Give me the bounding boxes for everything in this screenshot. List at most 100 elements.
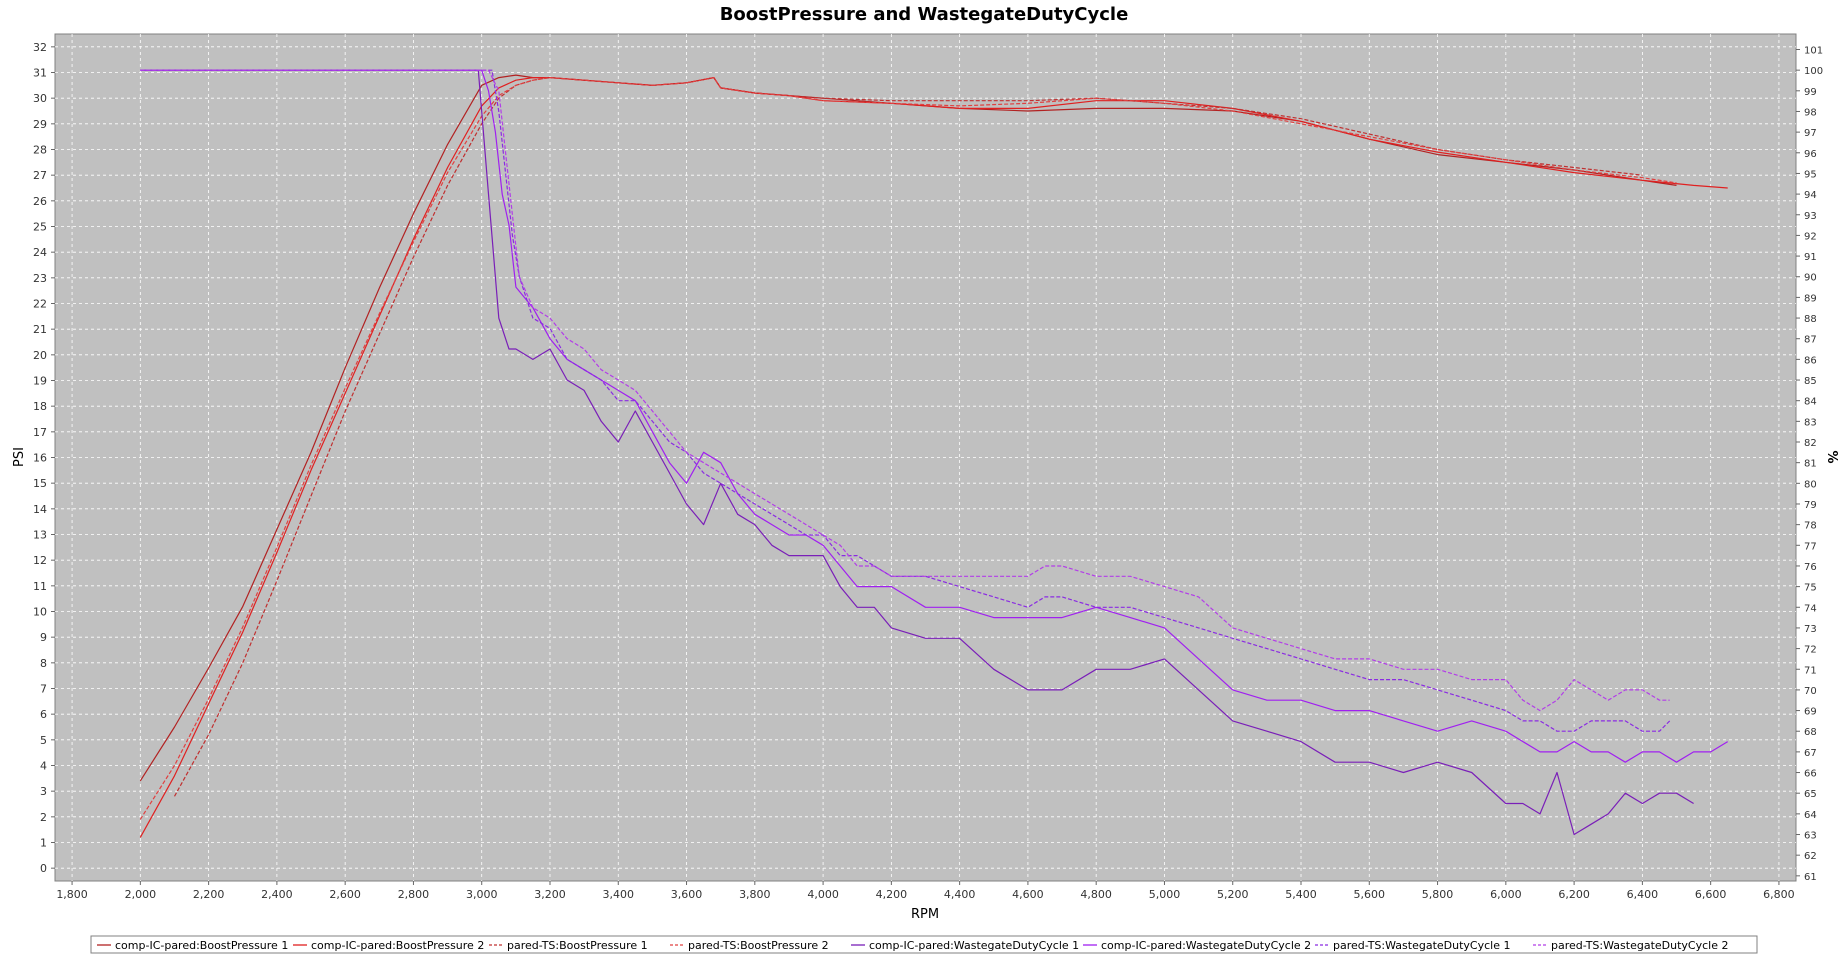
y-left-tick-label: 15 [33,477,47,490]
y-right-tick-label: 96 [1804,149,1817,160]
y-right-tick-label: 91 [1804,252,1817,263]
y-left-tick-label: 22 [33,298,47,311]
y-left-tick-label: 12 [33,554,47,567]
y-right-tick-label: 84 [1804,397,1817,408]
legend-item: pared-TS:WastegateDutyCycle 2 [1533,939,1728,952]
y-right-tick-label: 85 [1804,376,1817,387]
series-layer [139,69,1729,838]
y-left-tick-label: 1 [40,837,47,850]
y-left-tick-label: 14 [33,503,47,516]
y-right-tick-label: 87 [1804,335,1817,346]
y-left-tick-label: 24 [33,246,47,259]
legend-item: comp-IC-pared:WastegateDutyCycle 2 [1083,939,1311,952]
x-tick-label: 2,200 [193,888,225,901]
x-tick-label: 2,400 [261,888,293,901]
legend-box [90,935,1758,954]
y-right-tick-label: 64 [1804,810,1817,821]
y-left-tick-label: 13 [33,529,47,542]
y-right-tick-label: 89 [1804,293,1817,304]
y-left-tick-label: 30 [33,92,47,105]
y-left-tick-label: 16 [33,452,47,465]
y-right-tick-label: 61 [1804,872,1817,883]
y-right-tick-label: 76 [1804,562,1817,573]
x-tick-label: 3,400 [603,888,635,901]
y-left-tick-label: 17 [33,426,47,439]
y-right-tick-label: 68 [1804,727,1817,738]
y-left-tick-label: 2 [40,811,47,824]
y-left-tick-label: 31 [33,67,47,80]
y-right-tick-label: 75 [1804,583,1817,594]
y-right-tick-label: 95 [1804,169,1817,180]
legend-label: pared-TS:WastegateDutyCycle 2 [1551,939,1728,952]
x-tick-label: 3,800 [739,888,771,901]
legend-label: pared-TS:BoostPressure 2 [688,939,829,952]
y-right-tick-label: 100 [1804,66,1823,77]
x-tick-label: 4,400 [944,888,976,901]
series-line-6 [140,69,1729,763]
y-left-tick-label: 6 [40,708,47,721]
legend-item: pared-TS:WastegateDutyCycle 1 [1315,939,1510,952]
legend-item: pared-TS:BoostPressure 2 [670,939,829,952]
y-left-tick-label: 23 [33,272,47,285]
x-tick-label: 4,000 [807,888,839,901]
y-axis-left-label: PSI [12,447,27,467]
x-tick-label: 5,000 [1149,888,1181,901]
y-left-tick-label: 28 [33,144,47,157]
x-tick-label: 5,600 [1354,888,1386,901]
x-tick-label: 3,600 [671,888,703,901]
y-right-tick-label: 79 [1804,500,1817,511]
y-axis-left: 0123456789101112131415161718192021222324… [33,41,55,875]
y-right-tick-label: 88 [1804,314,1817,325]
y-right-tick-label: 86 [1804,355,1817,366]
y-left-tick-label: 27 [33,169,47,182]
legend-label: pared-TS:BoostPressure 1 [507,939,648,952]
y-axis-right-label: % [1824,450,1839,463]
y-right-tick-label: 77 [1804,541,1817,552]
x-tick-label: 4,800 [1080,888,1112,901]
y-right-tick-label: 83 [1804,417,1817,428]
x-tick-label: 1,800 [56,888,88,901]
legend-label: comp-IC-pared:BoostPressure 2 [311,939,484,952]
x-tick-label: 5,200 [1217,888,1249,901]
x-tick-label: 3,200 [534,888,566,901]
y-right-tick-label: 63 [1804,831,1817,842]
y-right-tick-label: 81 [1804,459,1817,470]
grid-lines [55,34,1796,881]
y-left-tick-label: 8 [40,657,47,670]
y-right-tick-label: 62 [1804,851,1817,862]
y-right-tick-label: 98 [1804,107,1817,118]
y-right-tick-label: 92 [1804,231,1817,242]
x-tick-label: 2,600 [329,888,361,901]
x-tick-label: 2,000 [125,888,157,901]
x-tick-label: 2,800 [398,888,430,901]
y-right-tick-label: 71 [1804,665,1817,676]
y-left-tick-label: 20 [33,349,47,362]
y-right-tick-label: 78 [1804,521,1817,532]
y-right-tick-label: 74 [1804,603,1817,614]
x-tick-label: 6,800 [1763,888,1795,901]
y-right-tick-label: 90 [1804,273,1817,284]
y-right-tick-label: 67 [1804,748,1817,759]
y-left-tick-label: 25 [33,221,47,234]
x-tick-label: 4,200 [876,888,908,901]
y-left-tick-label: 21 [33,323,47,336]
legend-item: comp-IC-pared:BoostPressure 1 [97,939,288,952]
y-right-tick-label: 80 [1804,479,1817,490]
y-right-tick-label: 73 [1804,624,1817,635]
y-left-tick-label: 7 [40,683,47,696]
y-left-tick-label: 9 [40,631,47,644]
legend-label: comp-IC-pared:WastegateDutyCycle 1 [869,939,1079,952]
legend-item: comp-IC-pared:WastegateDutyCycle 1 [851,939,1079,952]
x-tick-label: 4,600 [1012,888,1044,901]
y-left-tick-label: 32 [33,41,47,54]
series-line-7 [140,69,1671,732]
y-left-tick-label: 4 [40,760,47,773]
y-right-tick-label: 97 [1804,128,1817,139]
y-right-tick-label: 82 [1804,438,1817,449]
x-axis: 1,800 2,000 2,200 2,400 2,600 2,800 3,000 3,200… [56,881,1795,901]
y-left-tick-label: 29 [33,118,47,131]
series-line-5 [140,69,1694,836]
y-left-tick-label: 3 [40,785,47,798]
y-left-tick-label: 19 [33,375,47,388]
